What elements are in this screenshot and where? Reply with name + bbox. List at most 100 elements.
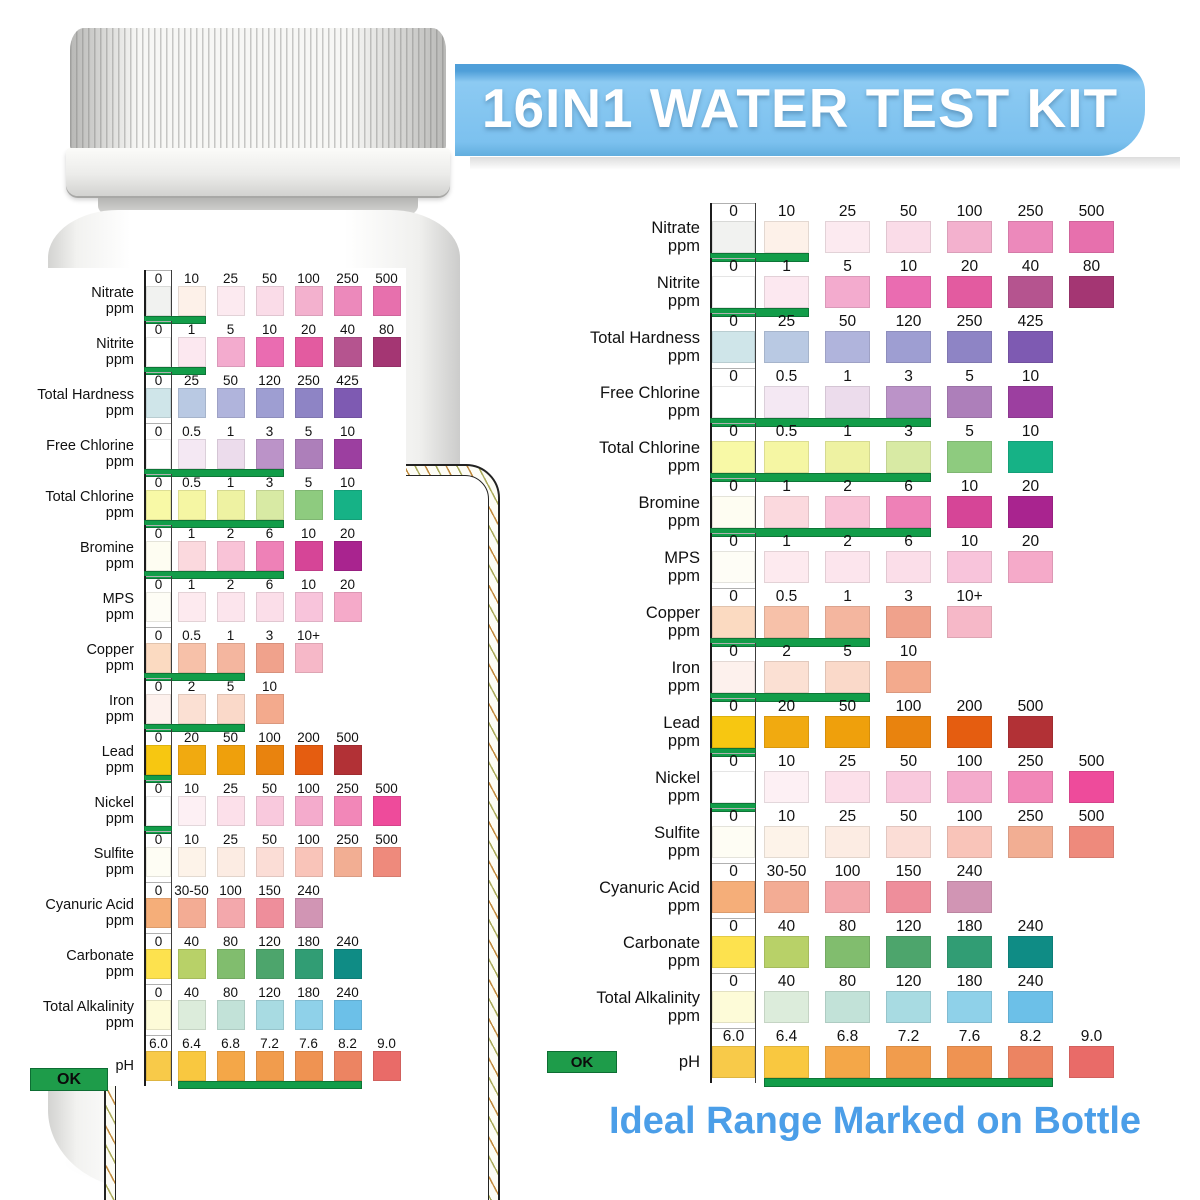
color-swatch (764, 551, 809, 583)
value-label: 2 (187, 679, 196, 694)
ideal-range-bar (144, 775, 172, 783)
color-swatch (1008, 936, 1053, 968)
chart-column: 50 (211, 729, 250, 780)
chart-column: 240 (939, 863, 1000, 918)
swatch-columns: 6.0 6.4 6.8 7.2 7.6 8.2 9.0 (144, 1035, 406, 1089)
chart-column: 0 (144, 933, 172, 984)
color-swatch (177, 388, 206, 418)
chart-column: 0 (710, 203, 756, 258)
parameter-name: pH (115, 1057, 134, 1074)
value-label: 1 (187, 322, 196, 337)
chart-column: 1 (817, 368, 878, 423)
chart-column: 250 (1000, 808, 1061, 863)
parameter-name: pH (678, 1052, 700, 1071)
page-title: 16IN1 WATER TEST KIT (481, 77, 1119, 139)
swatch-cell (712, 331, 755, 368)
parameter-name: Total Alkalinity (42, 998, 134, 1015)
chart-row: Total Chlorine ppm 0 0.5 1 3 5 10 (30, 474, 406, 528)
parameter-name: Nitrite (656, 273, 700, 292)
parameter-unit: ppm (667, 952, 700, 970)
swatch-cell (1000, 276, 1061, 313)
color-swatch (947, 1046, 992, 1078)
color-swatch (216, 388, 245, 418)
color-swatch (764, 496, 809, 528)
color-swatch (294, 745, 323, 775)
chart-column: 25 (211, 831, 250, 882)
chart-column: 0 (144, 474, 172, 525)
color-swatch (764, 936, 809, 968)
swatch-cell (878, 551, 939, 588)
value-label: 0 (146, 882, 171, 898)
parameter-name: MPS (664, 548, 700, 567)
color-swatch (947, 991, 992, 1023)
chart-column: 0 (710, 863, 756, 918)
chart-column: 10 (250, 678, 289, 729)
value-label: 0 (712, 368, 755, 386)
parameter-unit: ppm (667, 1007, 700, 1025)
swatch-columns: 0 0.5 1 3 10+ (710, 588, 1000, 647)
value-label: 100 (297, 271, 320, 286)
value-label: 40 (339, 322, 356, 337)
chart-column: 425 (1000, 313, 1061, 368)
value-label: 3 (904, 368, 913, 385)
chart-column: 120 (250, 933, 289, 984)
chart-column: 500 (367, 780, 406, 831)
swatch-columns: 0 40 80 120 180 240 (144, 984, 367, 1035)
swatch-cell (211, 796, 250, 831)
swatch-columns: 0 0.5 1 3 5 10 (144, 423, 367, 477)
chart-column: 40 (756, 973, 817, 1028)
value-label: 180 (297, 934, 320, 949)
color-swatch (825, 606, 870, 638)
chart-column: 0.5 (756, 368, 817, 423)
value-label: 0 (146, 627, 171, 643)
swatch-cell (817, 1046, 878, 1083)
chart-column: 50 (878, 203, 939, 258)
chart-column: 250 (1000, 753, 1061, 808)
parameter-unit: ppm (105, 1015, 134, 1031)
color-swatch (712, 221, 755, 253)
chart-column: 20 (939, 258, 1000, 313)
color-swatch (764, 441, 809, 473)
value-label: 100 (956, 203, 983, 220)
row-label: Free Chlorine ppm (560, 368, 710, 423)
value-label: 1 (843, 588, 852, 605)
color-swatch (886, 991, 931, 1023)
value-label: 7.2 (260, 1036, 279, 1051)
color-swatch (216, 1000, 245, 1030)
parameter-name: Iron (109, 692, 134, 709)
parameter-unit: ppm (667, 622, 700, 640)
color-swatch (294, 439, 323, 469)
color-swatch (372, 1051, 401, 1081)
chart-column: 1 (211, 423, 250, 474)
chart-column: 25 (817, 808, 878, 863)
value-label: 0.5 (775, 423, 798, 440)
row-label: Iron ppm (560, 643, 710, 698)
chart-column: 0.5 (756, 588, 817, 643)
swatch-cell (1000, 771, 1061, 808)
ideal-range-bar (144, 469, 284, 477)
swatch-cell (250, 745, 289, 780)
chart-column: 25 (817, 753, 878, 808)
value-label: 0 (712, 533, 755, 551)
color-swatch (255, 796, 284, 826)
color-swatch (146, 898, 171, 928)
value-label: 2 (226, 577, 235, 592)
swatch-cell (939, 771, 1000, 808)
chart-column: 0 (710, 698, 756, 753)
swatch-cell (712, 441, 755, 478)
color-swatch (146, 337, 171, 367)
value-label: 20 (960, 258, 979, 275)
swatch-cell (172, 898, 211, 933)
swatch-cell (712, 221, 755, 258)
color-swatch (947, 826, 992, 858)
chart-row: Bromine ppm 0 1 2 6 10 20 (560, 478, 1122, 537)
color-swatch (294, 490, 323, 520)
swatch-cell (712, 826, 755, 863)
color-swatch (146, 490, 171, 520)
chart-column: 50 (250, 831, 289, 882)
swatch-cell (756, 991, 817, 1028)
swatch-columns: 0 10 25 50 100 250 500 (144, 831, 406, 882)
chart-row: Free Chlorine ppm 0 0.5 1 3 5 10 (560, 368, 1122, 427)
chart-column: 240 (289, 882, 328, 933)
chart-column: 7.6 (939, 1028, 1000, 1083)
